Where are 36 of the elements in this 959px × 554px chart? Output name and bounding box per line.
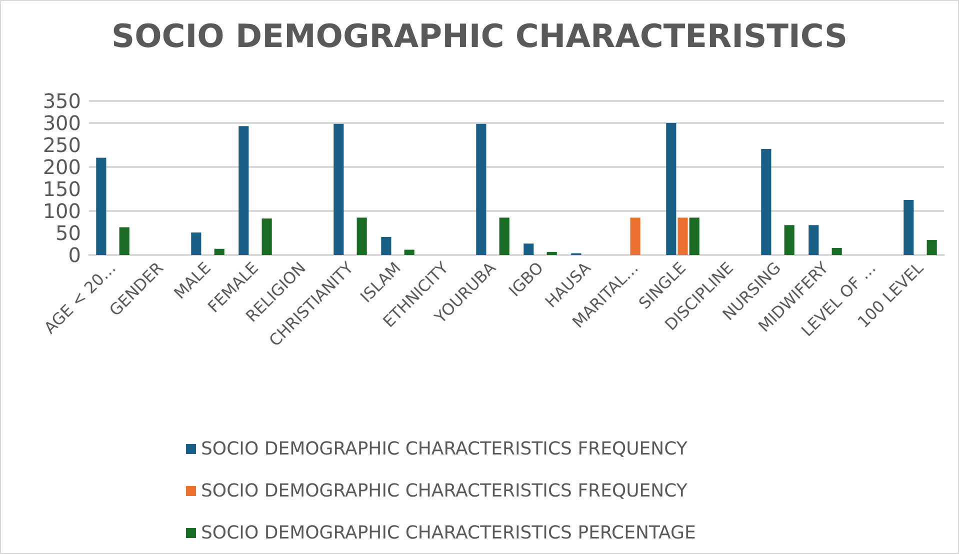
bar bbox=[689, 218, 700, 255]
bar bbox=[334, 124, 344, 255]
bar bbox=[546, 252, 557, 255]
bar bbox=[784, 225, 794, 255]
y-tick-label: 350 bbox=[42, 89, 81, 113]
bar bbox=[191, 232, 202, 255]
bar bbox=[238, 126, 249, 255]
legend-label: SOCIO DEMOGRAPHIC CHARACTERISTICS PERCENTAGE bbox=[201, 522, 696, 544]
bar bbox=[524, 244, 534, 255]
bar bbox=[808, 225, 819, 255]
bar bbox=[630, 218, 640, 255]
bar bbox=[666, 123, 676, 255]
bar bbox=[356, 218, 367, 255]
bar bbox=[119, 227, 130, 255]
bar bbox=[96, 158, 106, 255]
y-tick-label: 100 bbox=[42, 199, 81, 223]
bar bbox=[404, 250, 414, 255]
bar bbox=[381, 236, 392, 255]
y-tick-label: 0 bbox=[68, 243, 81, 267]
bar bbox=[678, 218, 688, 255]
bar bbox=[761, 148, 772, 255]
y-tick-label: 200 bbox=[42, 155, 81, 179]
bar bbox=[499, 218, 510, 255]
bar bbox=[832, 248, 842, 255]
y-tick-label: 150 bbox=[42, 177, 81, 201]
bar bbox=[262, 218, 272, 255]
bar bbox=[926, 240, 937, 255]
y-tick-label: 300 bbox=[42, 111, 81, 135]
bar bbox=[476, 124, 486, 255]
legend-label: SOCIO DEMOGRAPHIC CHARACTERISTICS FREQUENCY bbox=[201, 438, 688, 460]
bar bbox=[904, 200, 914, 255]
bar bbox=[214, 248, 224, 255]
y-tick-label: 50 bbox=[56, 221, 81, 245]
legend-label: SOCIO DEMOGRAPHIC CHARACTERISTICS FREQUENCY bbox=[201, 480, 688, 502]
chart-title: SOCIO DEMOGRAPHIC CHARACTERISTICS bbox=[112, 17, 848, 55]
y-tick-label: 250 bbox=[42, 133, 81, 157]
